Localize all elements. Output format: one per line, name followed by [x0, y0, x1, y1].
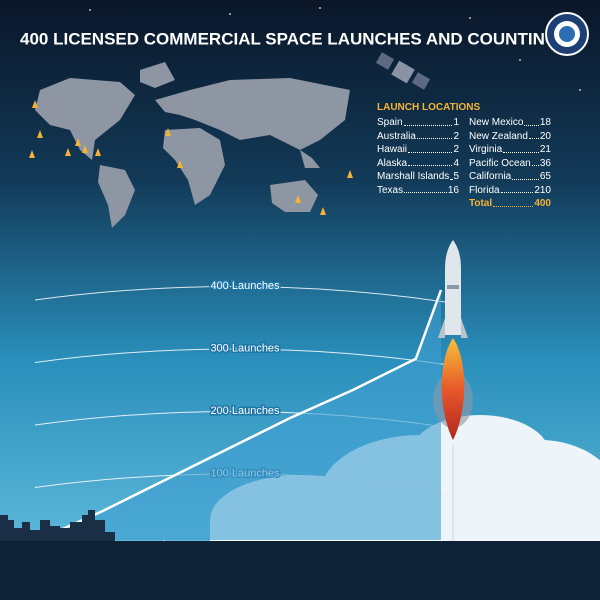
grid-line — [34, 348, 446, 365]
y-tick-label: 200 Launches — [210, 405, 280, 417]
location-count: 20 — [539, 130, 551, 142]
leader-dots — [450, 170, 453, 180]
leader-dots — [500, 184, 534, 193]
location-row: Pacific Ocean 36 — [469, 157, 551, 171]
launch-locations: LAUNCH LOCATIONS Spain 1 Australia 2 Hawaii 2… — [377, 102, 552, 211]
location-row: Australia 2 — [377, 130, 459, 144]
location-row: Total 400 — [469, 197, 551, 211]
location-count: 18 — [539, 117, 551, 128]
location-count: 16 — [447, 184, 459, 196]
location-row: Hawaii 2 — [377, 143, 459, 157]
location-name: Total — [469, 198, 493, 209]
title: 400 LICENSED COMMERCIAL SPACE LAUNCHES A… — [20, 29, 572, 48]
y-tick-label: 300 Launches — [210, 342, 280, 354]
location-name: California — [469, 171, 512, 182]
leader-dots — [404, 184, 447, 193]
leader-dots — [416, 130, 453, 139]
y-tick-label: 400 Launches — [210, 280, 280, 292]
leader-dots — [503, 143, 539, 153]
location-row: Spain 1 — [377, 116, 459, 130]
location-name: Spain — [377, 117, 403, 128]
locations-column: Spain 1 Australia 2 Hawaii 2 Alaska 4 Marshall I… — [377, 116, 459, 211]
location-name: Alaska — [377, 157, 408, 169]
location-name: Virginia — [469, 144, 503, 155]
leader-dots — [528, 130, 539, 139]
world-map — [35, 62, 350, 228]
line — [37, 289, 443, 542]
locations-column: New Mexico 18 New Zealand 20 Virginia 21 Pacif… — [469, 116, 551, 211]
location-name: Florida — [469, 184, 500, 196]
location-name: Marshall Islands — [377, 171, 450, 182]
area — [38, 290, 441, 540]
location-name: New Mexico — [469, 117, 524, 128]
leader-dots — [531, 157, 539, 166]
location-name: New Zealand — [469, 130, 528, 142]
location-count: 4 — [453, 157, 459, 169]
location-row: New Zealand 20 — [469, 130, 551, 144]
locations-heading: LAUNCH LOCATIONS — [377, 102, 481, 113]
leader-dots — [524, 116, 539, 126]
rocket — [433, 240, 473, 545]
skyline — [0, 510, 115, 545]
location-row: Virginia 21 — [469, 143, 551, 157]
ground — [0, 541, 600, 600]
leader-dots — [408, 143, 453, 153]
location-count: 210 — [534, 184, 551, 196]
location-name: Australia — [377, 130, 416, 142]
location-row: California 65 — [469, 170, 551, 184]
leader-dots — [493, 197, 534, 207]
location-count: 2 — [453, 144, 459, 155]
location-count: 36 — [539, 157, 551, 169]
location-row: Marshall Islands 5 — [377, 170, 459, 184]
location-count: 65 — [539, 171, 551, 182]
location-count: 1 — [453, 117, 459, 128]
satellite — [375, 52, 431, 90]
location-count: 5 — [453, 171, 459, 182]
faa-seal — [545, 12, 589, 56]
location-row: Florida 210 — [469, 184, 551, 198]
location-row: Alaska 4 — [377, 157, 459, 171]
leader-dots — [403, 116, 453, 126]
leader-dots — [408, 157, 453, 166]
location-count: 2 — [453, 130, 459, 142]
locations-columns: Spain 1 Australia 2 Hawaii 2 Alaska 4 Marshall I… — [377, 116, 552, 211]
leader-dots — [512, 170, 539, 180]
location-name: Texas — [377, 184, 404, 196]
location-count: 400 — [534, 198, 551, 209]
location-row: Texas 16 — [377, 184, 459, 198]
location-name: Hawaii — [377, 144, 408, 155]
location-count: 21 — [539, 144, 551, 155]
location-row: New Mexico 18 — [469, 116, 551, 130]
launch-sites — [29, 100, 353, 215]
location-name: Pacific Ocean — [469, 157, 531, 169]
grid-line — [34, 285, 446, 303]
